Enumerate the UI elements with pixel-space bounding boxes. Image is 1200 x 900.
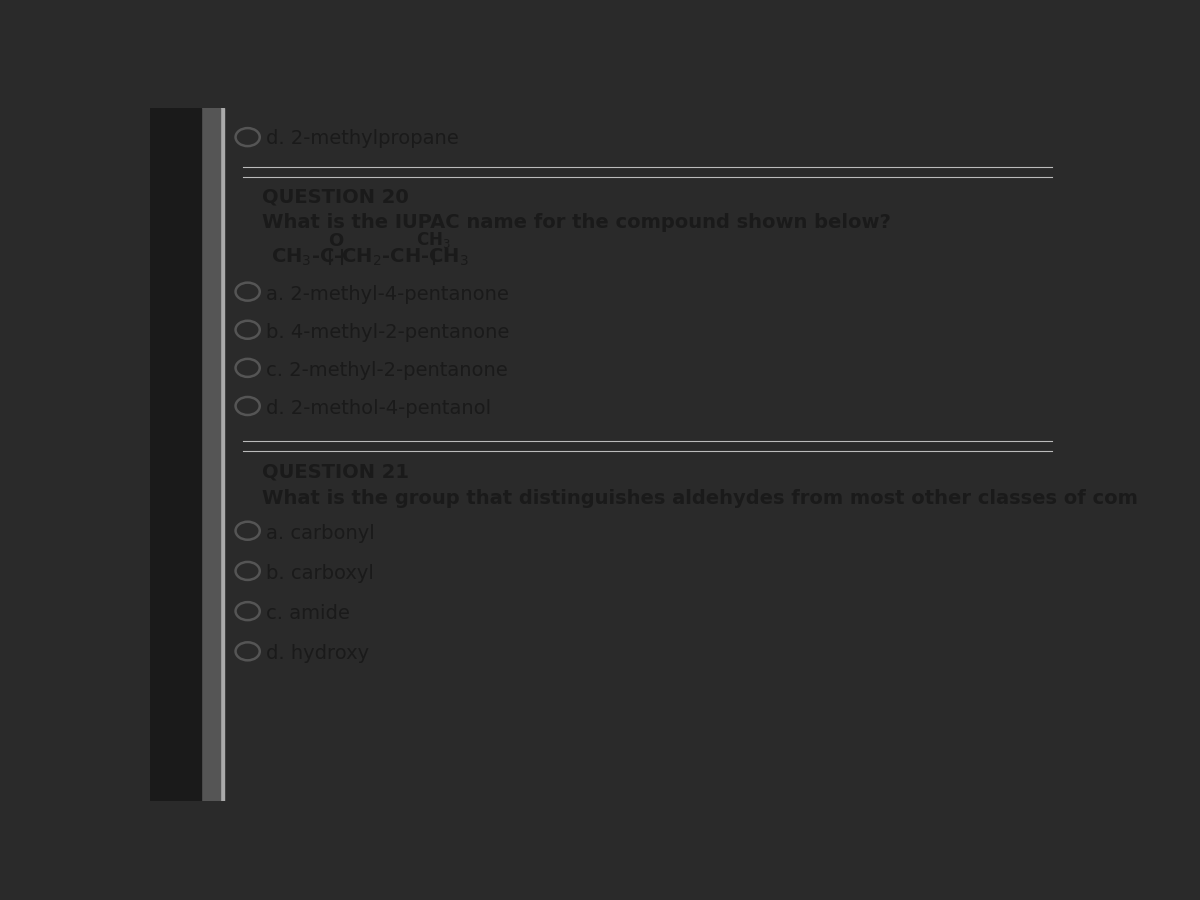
Text: QUESTION 21: QUESTION 21 [262, 463, 408, 482]
Text: What is the group that distinguishes aldehydes from most other classes of com: What is the group that distinguishes ald… [262, 490, 1138, 508]
Text: O: O [329, 232, 343, 250]
Text: What is the IUPAC name for the compound shown below?: What is the IUPAC name for the compound … [262, 213, 890, 232]
Text: a. carbonyl: a. carbonyl [266, 524, 374, 543]
Text: a. 2-methyl-4-pentanone: a. 2-methyl-4-pentanone [266, 284, 509, 303]
Text: c. 2-methyl-2-pentanone: c. 2-methyl-2-pentanone [266, 361, 508, 380]
Text: d. 2-methylpropane: d. 2-methylpropane [266, 129, 458, 148]
Text: CH$_3$: CH$_3$ [416, 230, 451, 250]
Text: d. 2-methol-4-pentanol: d. 2-methol-4-pentanol [266, 399, 491, 418]
Bar [192, 108, 220, 801]
Text: b. 4-methyl-2-pentanone: b. 4-methyl-2-pentanone [266, 323, 510, 342]
Bar [150, 108, 202, 801]
Text: b. carboxyl: b. carboxyl [266, 564, 374, 583]
Text: c. amide: c. amide [266, 604, 350, 623]
Bar [202, 108, 224, 801]
Text: CH$_3$-C-CH$_2$-CH-CH$_3$: CH$_3$-C-CH$_2$-CH-CH$_3$ [271, 247, 469, 268]
Text: d. hydroxy: d. hydroxy [266, 644, 370, 663]
Text: QUESTION 20: QUESTION 20 [262, 188, 408, 207]
